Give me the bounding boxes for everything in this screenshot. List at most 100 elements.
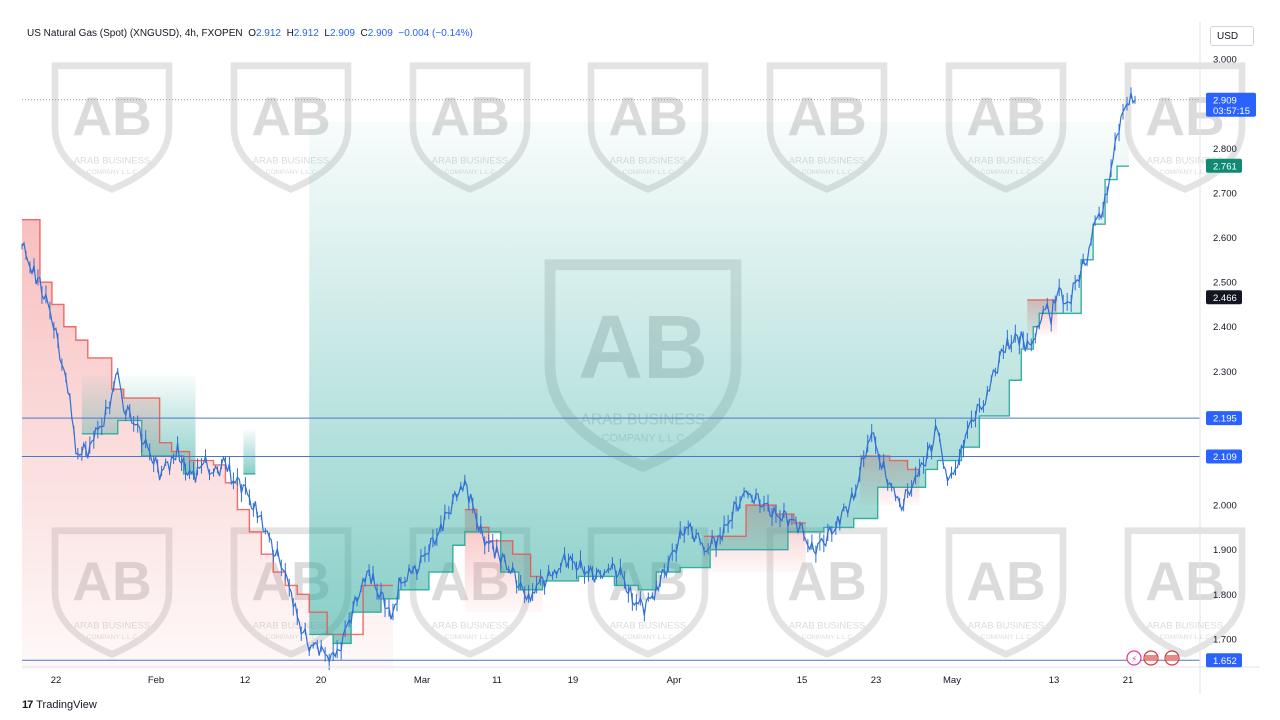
watermark-line2: COMPANY L.L.C bbox=[266, 169, 317, 176]
low-label: L bbox=[324, 28, 330, 39]
trend-fill-layer bbox=[22, 121, 1130, 671]
y-tick-2: 2.600 bbox=[1213, 233, 1237, 244]
watermark-line1: ARAB BUSINESS bbox=[968, 621, 1045, 632]
us-flag-stripes bbox=[1145, 655, 1157, 661]
price-series-line bbox=[21, 92, 1136, 665]
x-tick-9: 23 bbox=[871, 675, 882, 686]
y-tick-5: 2.300 bbox=[1213, 367, 1237, 378]
watermark-shield bbox=[766, 527, 888, 658]
price-candles bbox=[21, 87, 1136, 671]
price-label-countdown: 03:57:15 bbox=[1213, 106, 1250, 117]
us-flag-stripes-2 bbox=[1166, 655, 1178, 661]
watermark-shield bbox=[1124, 527, 1246, 658]
resistance-fill-0 bbox=[22, 219, 393, 671]
watermark-letters: AB bbox=[1145, 550, 1225, 612]
watermark-line1: ARAB BUSINESS bbox=[74, 156, 151, 167]
x-tick-10: May bbox=[943, 675, 961, 686]
symbol-legend: US Natural Gas (Spot) (XNGUSD), 4h, FXOP… bbox=[27, 28, 473, 39]
support-line-2 bbox=[309, 165, 1130, 645]
time-axis[interactable]: 22 Feb 12 20 Mar 11 19 Apr 15 23 May 13 21 bbox=[51, 675, 1134, 686]
tradingview-brand: TradingView bbox=[36, 699, 97, 711]
watermark-line2: COMPANY L.L.C bbox=[445, 634, 496, 641]
price-label-0: 2.909 bbox=[1213, 95, 1237, 106]
y-tick-4: 2.400 bbox=[1213, 322, 1237, 333]
price-label-bg-2 bbox=[1206, 290, 1242, 305]
watermark-top-0: AB ARAB BUSINESS COMPANY L.L.C bbox=[51, 62, 173, 193]
change-value: −0.004 (−0.14%) bbox=[398, 28, 473, 39]
y-tick-0: 2.800 bbox=[1213, 144, 1237, 155]
watermark-line1: ARAB BUSINESS bbox=[610, 621, 687, 632]
tradingview-footer[interactable]: 17 TradingView bbox=[22, 699, 97, 711]
y-tick-8: 1.800 bbox=[1213, 590, 1237, 601]
level-label-bg-0 bbox=[1206, 411, 1242, 426]
price-label-bg-1 bbox=[1206, 158, 1242, 173]
x-tick-12: 21 bbox=[1123, 675, 1134, 686]
watermark-letters: AB bbox=[966, 550, 1046, 612]
close-value: 2.909 bbox=[367, 28, 393, 39]
watermark-line2: COMPANY L.L.C bbox=[802, 634, 853, 641]
watermark-shield bbox=[587, 527, 709, 658]
watermark-shield bbox=[945, 527, 1067, 658]
level-label-bg-2 bbox=[1206, 653, 1242, 668]
support-fill-0 bbox=[81, 375, 196, 474]
x-tick-8: 15 bbox=[797, 675, 808, 686]
level-label-bg-1 bbox=[1206, 449, 1242, 464]
currency-button[interactable]: USD bbox=[1210, 26, 1254, 46]
watermark-line2: COMPANY L.L.C bbox=[623, 634, 674, 641]
flash-event-glyph: ⚡ bbox=[1131, 655, 1137, 665]
horizontal-levels[interactable] bbox=[22, 417, 1200, 661]
price-label-bg-0 bbox=[1206, 92, 1256, 117]
y-tick-9: 1.700 bbox=[1213, 634, 1237, 645]
watermark-bottom-5: AB ARAB BUSINESS COMPANY L.L.C bbox=[945, 527, 1067, 658]
x-tick-1: Feb bbox=[148, 675, 164, 686]
watermark-line1: ARAB BUSINESS bbox=[1147, 156, 1224, 167]
high-label: H bbox=[286, 28, 294, 39]
watermark-line2: COMPANY L.L.C bbox=[981, 634, 1032, 641]
x-tick-0: 22 bbox=[51, 675, 62, 686]
flash-event-icon[interactable] bbox=[1126, 650, 1142, 666]
x-tick-2: 12 bbox=[240, 675, 251, 686]
price-label-2: 2.466 bbox=[1213, 293, 1237, 304]
watermark-line1: ARAB BUSINESS bbox=[789, 621, 866, 632]
price-axis[interactable]: 2.800 2.700 2.600 2.500 2.400 2.300 2.000 1.900… bbox=[1213, 55, 1237, 646]
watermark-line1: ARAB BUSINESS bbox=[253, 156, 330, 167]
y-tick-partial: 3.000 bbox=[1213, 55, 1237, 66]
watermark-line2: COMPANY L.L.C bbox=[87, 169, 138, 176]
support-fill-2 bbox=[309, 121, 1130, 644]
watermark-line1: ARAB BUSINESS bbox=[1147, 621, 1224, 632]
high-value: 2.912 bbox=[293, 28, 319, 39]
watermark-letters: AB bbox=[72, 85, 152, 147]
close-label: C bbox=[360, 28, 368, 39]
low-value: 2.909 bbox=[329, 28, 355, 39]
x-tick-11: 13 bbox=[1049, 675, 1060, 686]
watermark-bottom-6: AB ARAB BUSINESS COMPANY L.L.C bbox=[1124, 527, 1246, 658]
x-tick-6: 19 bbox=[568, 675, 579, 686]
level-label-1: 2.109 bbox=[1213, 452, 1237, 463]
y-tick-6: 2.000 bbox=[1213, 501, 1237, 512]
watermark-line2: COMPANY L.L.C bbox=[1160, 634, 1211, 641]
x-tick-4: Mar bbox=[414, 675, 430, 686]
watermark-shield bbox=[1124, 62, 1246, 193]
watermark-line2: COMPANY L.L.C bbox=[1160, 169, 1211, 176]
tradingview-logo-icon: 17 bbox=[22, 699, 33, 711]
y-tick-7: 1.900 bbox=[1213, 545, 1237, 556]
y-tick-1: 2.700 bbox=[1213, 188, 1237, 199]
symbol-title: US Natural Gas (Spot) (XNGUSD), 4h, FXOP… bbox=[27, 28, 243, 39]
x-tick-7: Apr bbox=[667, 675, 682, 686]
watermark-shield bbox=[51, 62, 173, 193]
support-fill-1 bbox=[243, 429, 256, 474]
resistance-line-0 bbox=[22, 219, 393, 636]
x-tick-5: 11 bbox=[492, 675, 502, 686]
y-tick-3: 2.500 bbox=[1213, 278, 1237, 289]
level-label-2: 1.652 bbox=[1213, 656, 1237, 667]
event-icons[interactable]: ⚡ bbox=[1126, 650, 1180, 666]
open-value: 2.912 bbox=[255, 28, 281, 39]
watermark-line1: ARAB BUSINESS bbox=[432, 621, 509, 632]
x-tick-3: 20 bbox=[316, 675, 327, 686]
level-label-0: 2.195 bbox=[1213, 414, 1237, 425]
price-label-1: 2.761 bbox=[1213, 161, 1237, 172]
open-label: O bbox=[248, 28, 256, 39]
